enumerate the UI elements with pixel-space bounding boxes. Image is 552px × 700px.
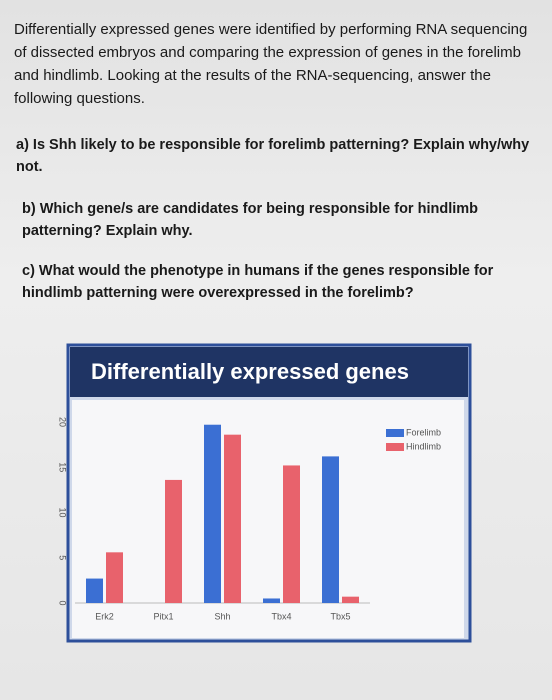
legend-swatch: [386, 429, 404, 437]
x-tick-label: Shh: [214, 611, 230, 621]
y-tick-label: 15: [58, 462, 68, 472]
x-tick-label: Erk2: [95, 611, 114, 621]
legend-swatch: [386, 443, 404, 451]
bar: [283, 465, 300, 603]
chart-title: Differentially expressed genes: [91, 359, 409, 384]
y-tick-label: 5: [58, 555, 68, 560]
plot-area: [72, 400, 464, 638]
y-tick-label: 10: [58, 507, 68, 517]
bar: [86, 578, 103, 603]
title-bar: [70, 347, 468, 397]
bar: [224, 434, 241, 603]
question-b: b) Which gene/s are candidates for being…: [22, 201, 479, 239]
y-tick-label: 0: [58, 600, 68, 605]
x-tick-label: Pitx1: [153, 611, 173, 621]
legend-label: Forelimb: [406, 427, 441, 437]
x-tick-label: Tbx4: [271, 611, 291, 621]
question-a: a) Is Shh likely to be responsible for f…: [16, 137, 530, 175]
bar: [342, 596, 359, 603]
question-c: c) What would the phenotype in humans if…: [22, 263, 494, 301]
bar: [263, 598, 280, 603]
bar: [322, 456, 339, 603]
bar: [106, 552, 123, 603]
y-tick-label: 20: [58, 417, 68, 427]
intro: Differentially expressed genes were iden…: [14, 21, 528, 107]
bar: [204, 424, 221, 603]
bar: [165, 479, 182, 603]
chart: Differentially expressed genes 0 5 10 15 20 E…: [58, 343, 472, 643]
legend-label: Hindlimb: [406, 441, 441, 451]
x-tick-label: Tbx5: [330, 611, 350, 621]
